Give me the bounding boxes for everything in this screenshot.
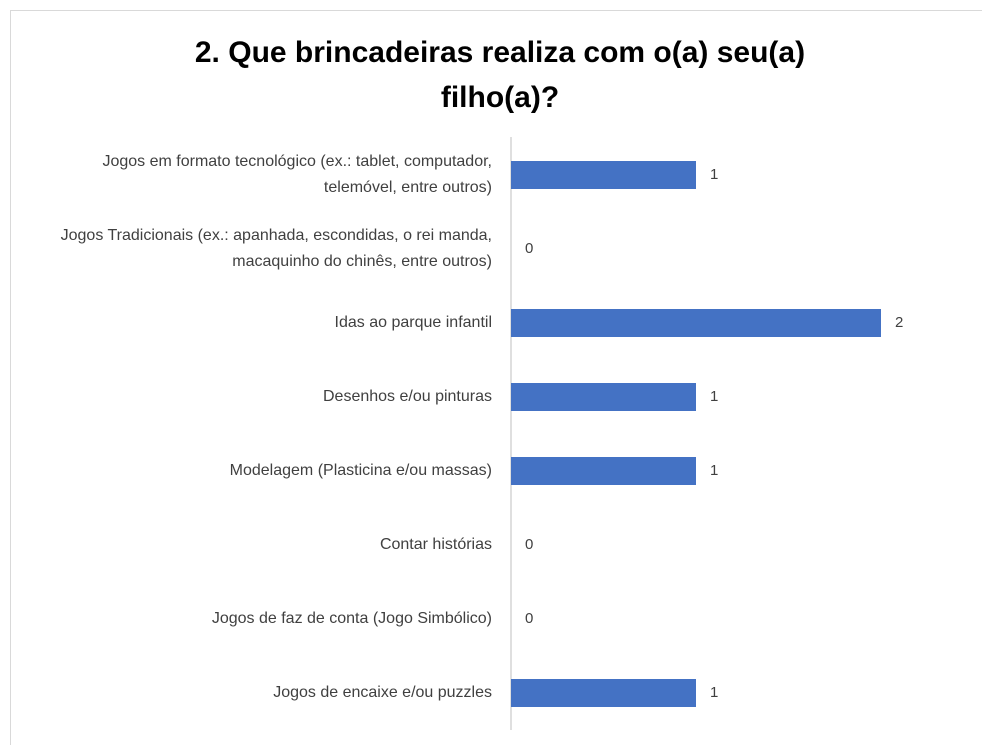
category-label: Jogos em formato tecnológico (ex.: table…: [102, 153, 492, 196]
data-label: 0: [525, 240, 533, 257]
data-label: 0: [525, 610, 533, 627]
category-label: Idas ao parque infantil: [334, 314, 492, 331]
chart-frame: [10, 10, 982, 745]
category-label: Modelagem (Plasticina e/ou massas): [229, 462, 492, 479]
category-label: Jogos Tradicionais (ex.: apanhada, escon…: [60, 227, 492, 270]
data-label: 1: [710, 462, 718, 479]
bar: [511, 161, 696, 189]
bar: [511, 309, 881, 337]
category-label: Desenhos e/ou pinturas: [323, 388, 492, 405]
category-label: Jogos de faz de conta (Jogo Simbólico): [211, 610, 492, 627]
data-label: 1: [710, 684, 718, 701]
data-label: 0: [525, 536, 533, 553]
bar: [511, 679, 696, 707]
chart-title: 2. Que brincadeiras realiza com o(a) seu…: [194, 36, 806, 114]
data-label: 1: [710, 166, 718, 183]
bar: [511, 383, 696, 411]
category-label: Jogos de encaixe e/ou puzzles: [273, 684, 492, 701]
data-label: 2: [895, 314, 903, 331]
category-label: Contar histórias: [379, 536, 492, 553]
data-label: 1: [710, 388, 718, 405]
bar: [511, 457, 696, 485]
